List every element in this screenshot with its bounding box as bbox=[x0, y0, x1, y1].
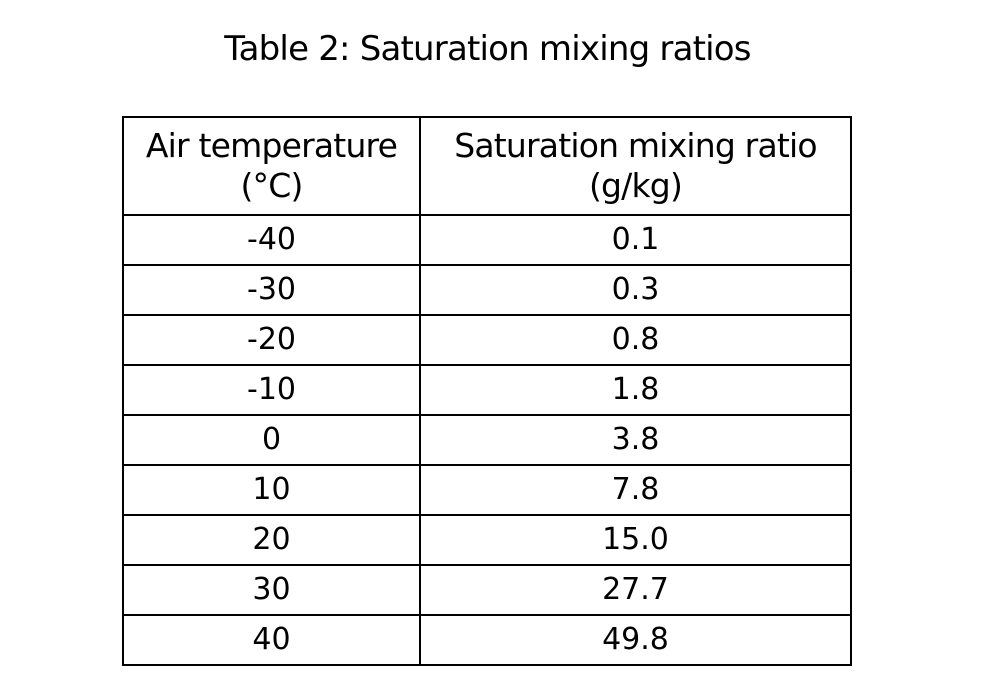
header-saturation-mixing-ratio-unit: (g/kg) bbox=[588, 166, 683, 205]
temperature-cell: 10 bbox=[122, 464, 421, 516]
table-row: -40 0.1 bbox=[122, 214, 852, 266]
temperature-cell: -20 bbox=[122, 314, 421, 366]
mixing-ratio-cell: 27.7 bbox=[419, 564, 852, 616]
header-air-temperature-unit: (°C) bbox=[240, 166, 303, 205]
table-row: -10 1.8 bbox=[122, 364, 852, 416]
temperature-cell: -10 bbox=[122, 364, 421, 416]
table-row: 30 27.7 bbox=[122, 564, 852, 616]
mixing-ratio-cell: 7.8 bbox=[419, 464, 852, 516]
header-air-temperature-label: Air temperature bbox=[145, 126, 398, 165]
mixing-ratio-cell: 3.8 bbox=[419, 414, 852, 466]
table-row: 0 3.8 bbox=[122, 414, 852, 466]
mixing-ratio-cell: 1.8 bbox=[419, 364, 852, 416]
header-saturation-mixing-ratio: Saturation mixing ratio (g/kg) bbox=[419, 116, 852, 216]
temperature-cell: 40 bbox=[122, 614, 421, 666]
temperature-cell: 0 bbox=[122, 414, 421, 466]
header-saturation-mixing-ratio-label: Saturation mixing ratio bbox=[454, 126, 817, 165]
temperature-cell: -30 bbox=[122, 264, 421, 316]
temperature-cell: 30 bbox=[122, 564, 421, 616]
table-title: Table 2: Saturation mixing ratios bbox=[224, 29, 751, 69]
mixing-ratio-cell: 0.8 bbox=[419, 314, 852, 366]
header-air-temperature: Air temperature (°C) bbox=[122, 116, 421, 216]
mixing-ratio-cell: 0.3 bbox=[419, 264, 852, 316]
mixing-ratio-cell: 0.1 bbox=[419, 214, 852, 266]
table-row: -30 0.3 bbox=[122, 264, 852, 316]
saturation-mixing-ratio-table: Air temperature (°C) Saturation mixing r… bbox=[122, 116, 852, 666]
table-row: -20 0.8 bbox=[122, 314, 852, 366]
mixing-ratio-cell: 49.8 bbox=[419, 614, 852, 666]
temperature-cell: -40 bbox=[122, 214, 421, 266]
temperature-cell: 20 bbox=[122, 514, 421, 566]
mixing-ratio-cell: 15.0 bbox=[419, 514, 852, 566]
table-row: 20 15.0 bbox=[122, 514, 852, 566]
header-row: Air temperature (°C) Saturation mixing r… bbox=[122, 116, 852, 216]
table-row: 10 7.8 bbox=[122, 464, 852, 516]
table-row: 40 49.8 bbox=[122, 614, 852, 666]
